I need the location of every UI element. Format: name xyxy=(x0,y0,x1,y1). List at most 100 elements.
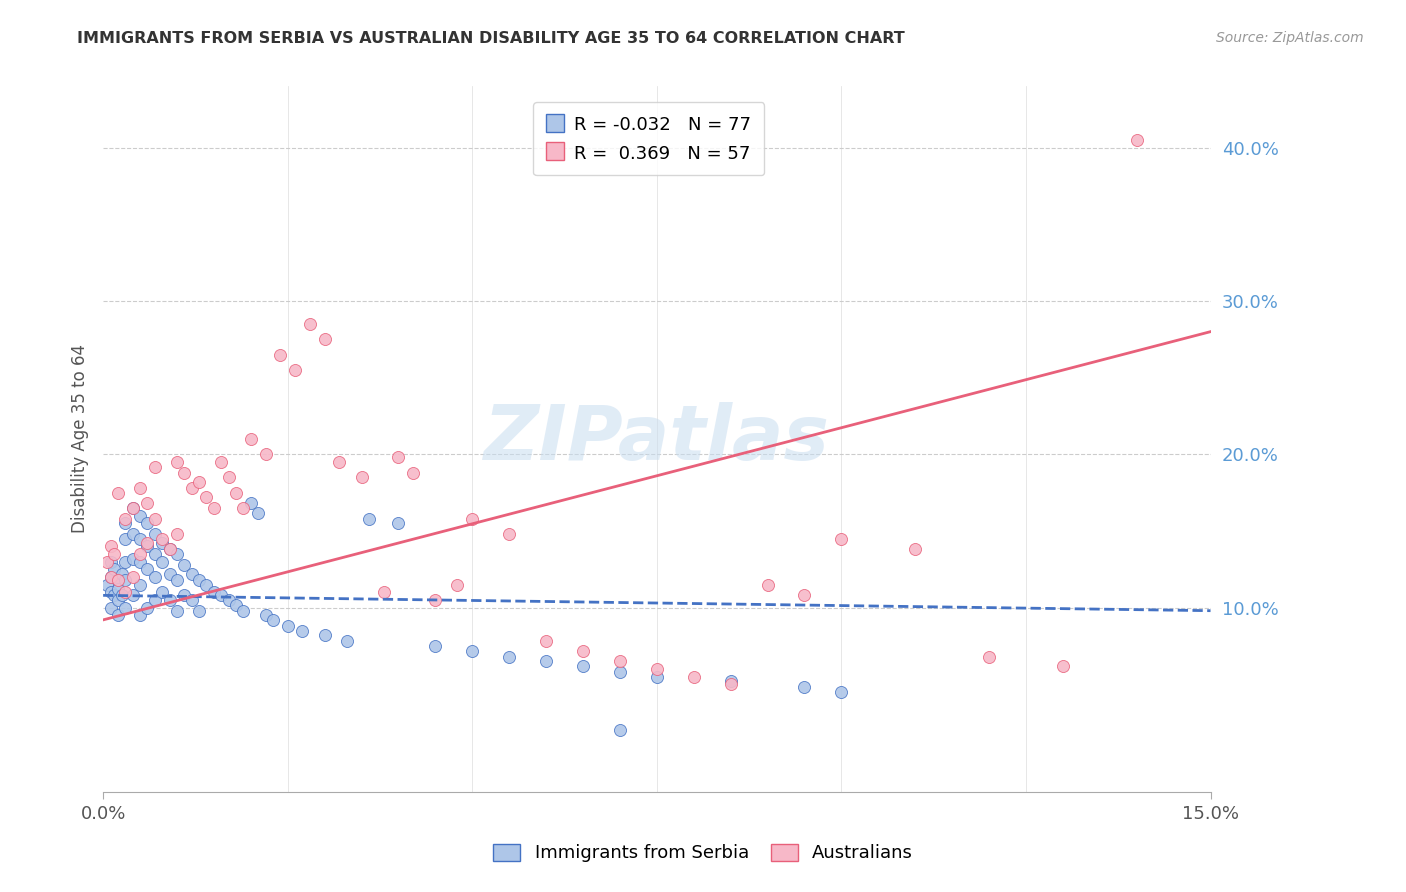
Point xyxy=(609,723,631,738)
Point xyxy=(107,485,129,500)
Point xyxy=(129,555,152,569)
Point xyxy=(136,539,159,553)
Point xyxy=(977,649,1000,664)
Point xyxy=(103,547,125,561)
Point xyxy=(202,500,225,515)
Point xyxy=(121,588,143,602)
Point xyxy=(180,566,202,581)
Point xyxy=(159,542,181,557)
Point xyxy=(166,547,188,561)
Point xyxy=(254,447,277,461)
Point xyxy=(150,555,173,569)
Point xyxy=(121,527,143,541)
Point xyxy=(239,432,262,446)
Point xyxy=(143,511,166,525)
Point xyxy=(129,577,152,591)
Point xyxy=(262,613,284,627)
Point xyxy=(143,570,166,584)
Point xyxy=(100,585,122,599)
Point xyxy=(218,593,240,607)
Point xyxy=(121,551,143,566)
Point xyxy=(136,600,159,615)
Point xyxy=(298,317,321,331)
Point xyxy=(100,539,122,553)
Point xyxy=(166,604,188,618)
Point xyxy=(277,619,299,633)
Point xyxy=(107,573,129,587)
Point xyxy=(188,604,211,618)
Point xyxy=(110,588,132,602)
Point xyxy=(461,643,484,657)
Point xyxy=(100,570,122,584)
Point xyxy=(107,573,129,587)
Point xyxy=(209,455,232,469)
Point xyxy=(373,585,395,599)
Point xyxy=(534,654,557,668)
Point xyxy=(793,681,815,695)
Point xyxy=(159,566,181,581)
Point xyxy=(143,593,166,607)
Point xyxy=(173,558,195,572)
Point xyxy=(720,677,742,691)
Point xyxy=(129,547,152,561)
Point xyxy=(114,573,136,587)
Point xyxy=(103,588,125,602)
Text: IMMIGRANTS FROM SERBIA VS AUSTRALIAN DISABILITY AGE 35 TO 64 CORRELATION CHART: IMMIGRANTS FROM SERBIA VS AUSTRALIAN DIS… xyxy=(77,31,905,46)
Point xyxy=(498,527,520,541)
Point xyxy=(143,547,166,561)
Point xyxy=(121,500,143,515)
Point xyxy=(188,475,211,489)
Point xyxy=(159,593,181,607)
Point xyxy=(357,511,380,525)
Point xyxy=(188,573,211,587)
Point xyxy=(904,542,927,557)
Point xyxy=(609,665,631,679)
Text: Source: ZipAtlas.com: Source: ZipAtlas.com xyxy=(1216,31,1364,45)
Point xyxy=(225,598,247,612)
Point xyxy=(100,600,122,615)
Point xyxy=(136,516,159,531)
Point xyxy=(173,466,195,480)
Point xyxy=(425,593,447,607)
Point xyxy=(756,577,779,591)
Point xyxy=(387,516,409,531)
Legend: Immigrants from Serbia, Australians: Immigrants from Serbia, Australians xyxy=(486,837,920,870)
Point xyxy=(129,481,152,495)
Point xyxy=(1052,658,1074,673)
Point xyxy=(291,624,314,638)
Point xyxy=(129,608,152,623)
Point xyxy=(209,588,232,602)
Point xyxy=(225,485,247,500)
Point xyxy=(284,363,307,377)
Point xyxy=(269,348,291,362)
Point xyxy=(645,662,668,676)
Point xyxy=(114,516,136,531)
Point xyxy=(402,466,425,480)
Point xyxy=(121,500,143,515)
Point xyxy=(328,455,350,469)
Point xyxy=(202,585,225,599)
Point xyxy=(150,536,173,550)
Point xyxy=(254,608,277,623)
Point xyxy=(350,470,373,484)
Point xyxy=(129,532,152,546)
Point xyxy=(387,450,409,465)
Point xyxy=(446,577,468,591)
Point xyxy=(150,532,173,546)
Point xyxy=(114,600,136,615)
Point xyxy=(150,585,173,599)
Point xyxy=(314,332,336,346)
Point xyxy=(534,634,557,648)
Point xyxy=(180,481,202,495)
Point xyxy=(425,639,447,653)
Point xyxy=(136,536,159,550)
Point xyxy=(830,685,852,699)
Point xyxy=(720,674,742,689)
Point xyxy=(136,562,159,576)
Point xyxy=(114,555,136,569)
Point xyxy=(136,496,159,510)
Point xyxy=(461,511,484,525)
Point xyxy=(314,628,336,642)
Point xyxy=(239,496,262,510)
Point xyxy=(100,555,122,569)
